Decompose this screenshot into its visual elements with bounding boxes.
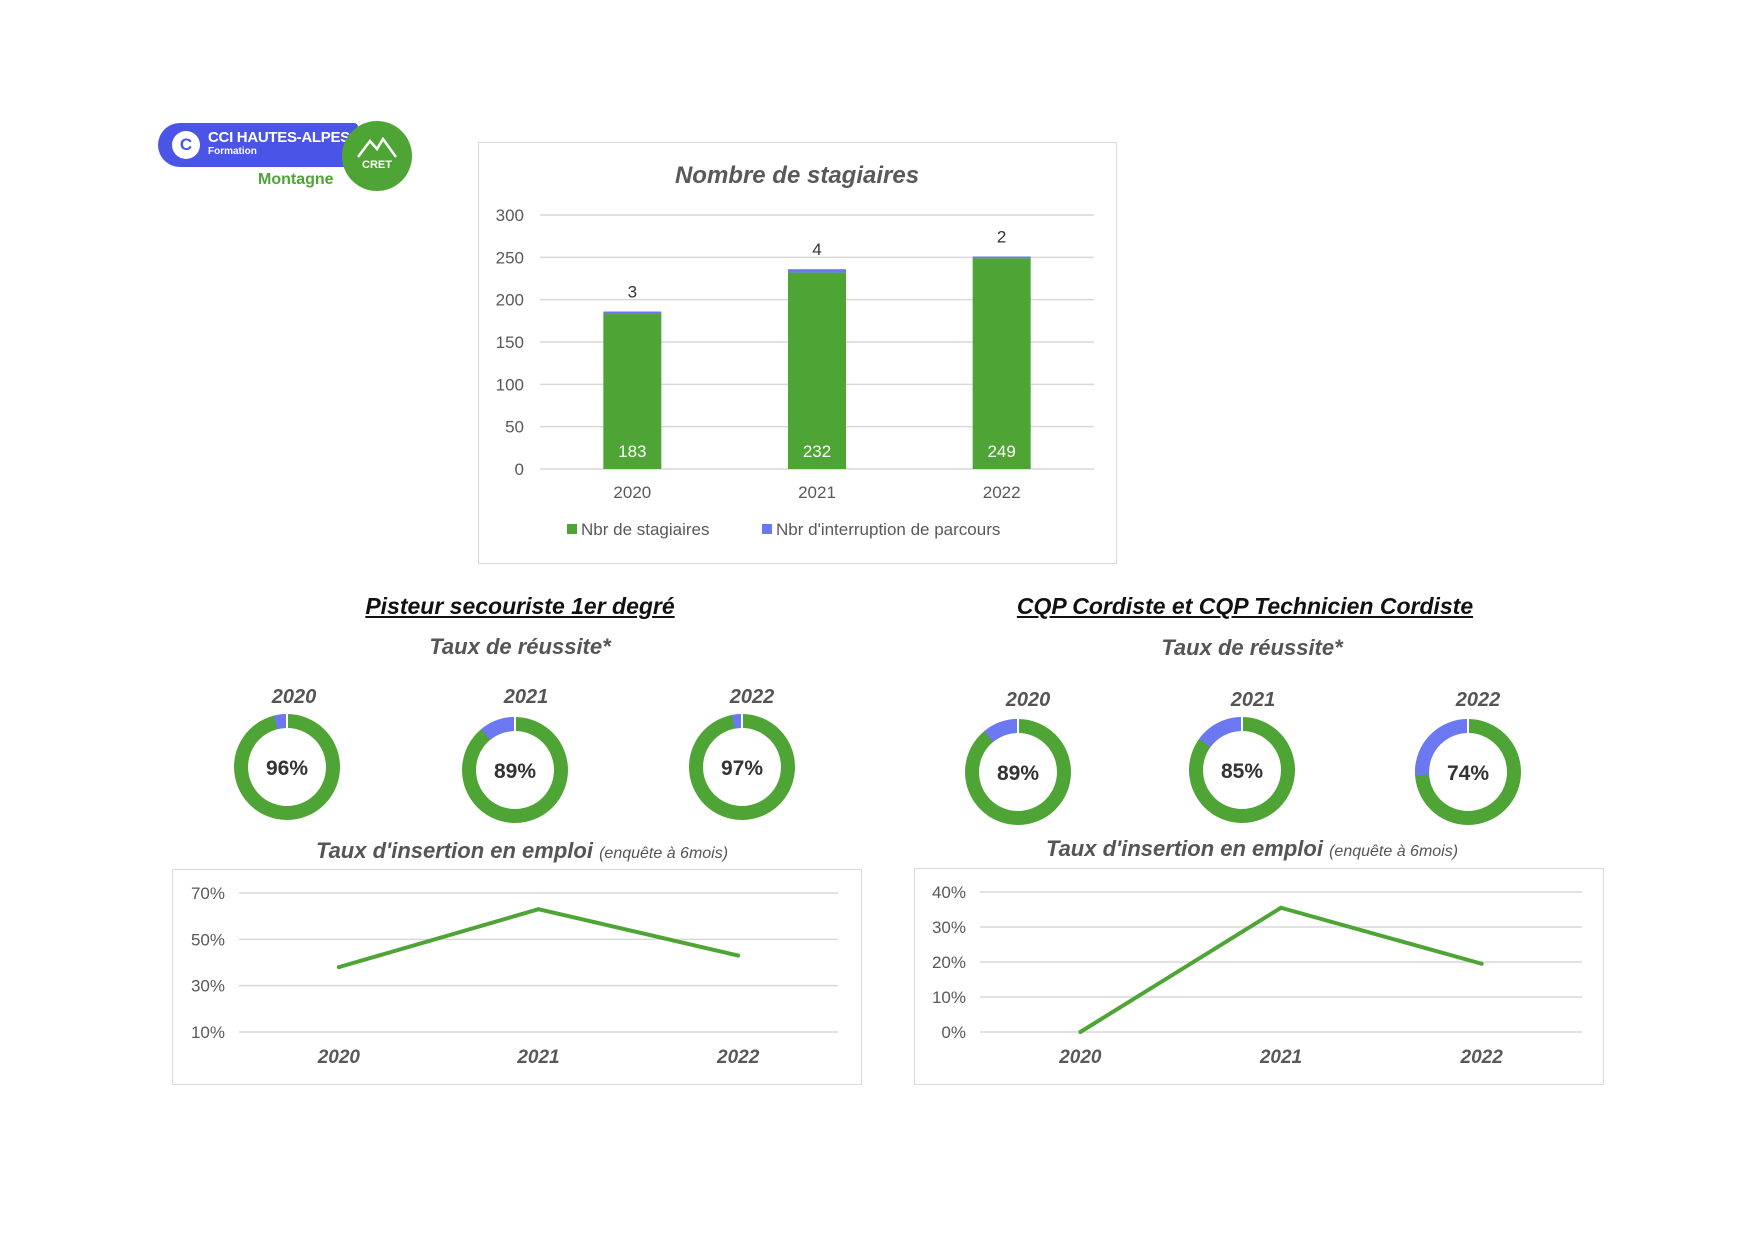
insertion-point [536, 907, 541, 912]
x-tick-label: 2020 [317, 1047, 361, 1068]
y-tick-label: 10% [932, 988, 966, 1007]
right-line-chart: 0% 10% 20% 30% 40% 2020 2021 2022 [932, 883, 1582, 1068]
y-tick-label: 50% [191, 930, 225, 949]
legend-label: Nbr de stagiaires [581, 520, 710, 539]
logo-tagline: Montagne [258, 171, 334, 188]
bar-stagiaires [603, 314, 662, 469]
y-tick-label: 250 [496, 248, 524, 267]
bar-interruption [603, 311, 662, 315]
x-tick-label: 2021 [1259, 1047, 1302, 1068]
donut-year-right-2021: 2021 [1230, 689, 1276, 711]
bar-data-label: 249 [987, 442, 1015, 461]
donut-year-left-2020: 2020 [271, 686, 317, 708]
right-line-chart-frame: 0% 10% 20% 30% 40% 2020 2021 2022 [914, 868, 1604, 1085]
donut-value-label: 96% [266, 757, 308, 780]
x-tick-label: 2022 [983, 483, 1021, 502]
donut-year-right-2020: 2020 [1005, 689, 1051, 711]
bar-data-label: 3 [628, 283, 637, 302]
insertion-point [736, 953, 741, 958]
y-tick-label: 200 [496, 291, 524, 310]
donut-year-left-2022: 2022 [729, 686, 775, 708]
bar-data-label: 183 [618, 442, 646, 461]
donut-year-left-2021: 2021 [503, 686, 549, 708]
y-tick-label: 0 [515, 460, 524, 479]
y-tick-label: 40% [932, 883, 966, 902]
cret-label: CRET [362, 159, 392, 171]
left-insertion-note: (enquête à 6mois) [599, 845, 729, 862]
y-tick-label: 300 [496, 206, 524, 225]
left-success-label: Taux de réussite* [429, 634, 611, 659]
bar-chart-frame: Nombre de stagiaires 0 50 100 150 200 250 300 18… [478, 142, 1117, 564]
y-tick-label: 20% [932, 953, 966, 972]
y-tick-label: 150 [496, 333, 524, 352]
bar-interruption [788, 269, 846, 273]
bar-chart-title: Nombre de stagiaires [675, 162, 919, 189]
right-insertion-label: Taux d'insertion en emploi (enquête à 6m… [1046, 836, 1458, 862]
x-tick-label: 2021 [516, 1047, 559, 1068]
x-tick-label: 2022 [1460, 1047, 1504, 1068]
logo-title: CCI HAUTES-ALPES [208, 129, 350, 146]
y-tick-label: 50 [505, 418, 524, 437]
bar-data-label: 4 [812, 240, 821, 259]
left-section-title: Pisteur secouriste 1er degré [365, 593, 675, 619]
left-insertion-label: Taux d'insertion en emploi (enquête à 6m… [316, 838, 728, 864]
y-tick-label: 30% [932, 918, 966, 937]
x-tick-label: 2020 [1058, 1047, 1102, 1068]
insertion-point [1078, 1030, 1083, 1034]
left-line-chart-frame: 10% 30% 50% 70% 2020 2021 2022 [172, 869, 862, 1085]
cret-badge: CRET [342, 121, 412, 191]
y-tick-label: 0% [941, 1023, 966, 1042]
bar-data-label: 232 [803, 442, 831, 461]
x-tick-label: 2020 [613, 483, 651, 502]
y-tick-label: 70% [191, 884, 225, 903]
right-insertion-text: Taux d'insertion en emploi [1045, 836, 1323, 861]
right-insertion-note: (enquête à 6mois) [1329, 843, 1459, 860]
y-tick-label: 100 [496, 375, 524, 394]
y-tick-label: 10% [191, 1023, 225, 1042]
legend-swatch-stagiaires [567, 524, 577, 534]
right-section-title: CQP Cordiste et CQP Technicien Cordiste [1016, 593, 1474, 619]
left-line-chart: 10% 30% 50% 70% 2020 2021 2022 [191, 884, 838, 1068]
donut-value-label: 74% [1447, 762, 1489, 785]
insertion-point [1479, 961, 1484, 966]
x-tick-label: 2021 [798, 483, 836, 502]
mountain-icon: CRET [357, 136, 398, 171]
donut-year-right-2022: 2022 [1455, 689, 1501, 711]
bar-stagiaires [788, 272, 846, 469]
legend-label: Nbr d'interruption de parcours [776, 520, 1000, 539]
bar-data-label: 2 [997, 227, 1006, 246]
logo-subtitle: Formation [208, 146, 257, 157]
bar-interruption [972, 256, 1031, 259]
bar-stagiaires [972, 258, 1031, 469]
legend-swatch-interruption [762, 524, 772, 534]
left-insertion-text: Taux d'insertion en emploi [315, 838, 593, 863]
cci-logo-icon: C [172, 131, 200, 159]
bar-chart: Nombre de stagiaires 0 50 100 150 200 250 300 18… [496, 162, 1094, 539]
insertion-point [336, 965, 341, 970]
right-success-label: Taux de réussite* [1161, 635, 1343, 660]
insertion-line [338, 907, 739, 970]
donut-value-label: 89% [494, 760, 536, 783]
donut-value-label: 97% [721, 757, 763, 780]
donut-value-label: 85% [1221, 760, 1263, 783]
y-tick-label: 30% [191, 977, 225, 996]
donut-value-label: 89% [997, 762, 1039, 785]
insertion-point [1279, 905, 1283, 910]
x-tick-label: 2022 [716, 1047, 760, 1068]
